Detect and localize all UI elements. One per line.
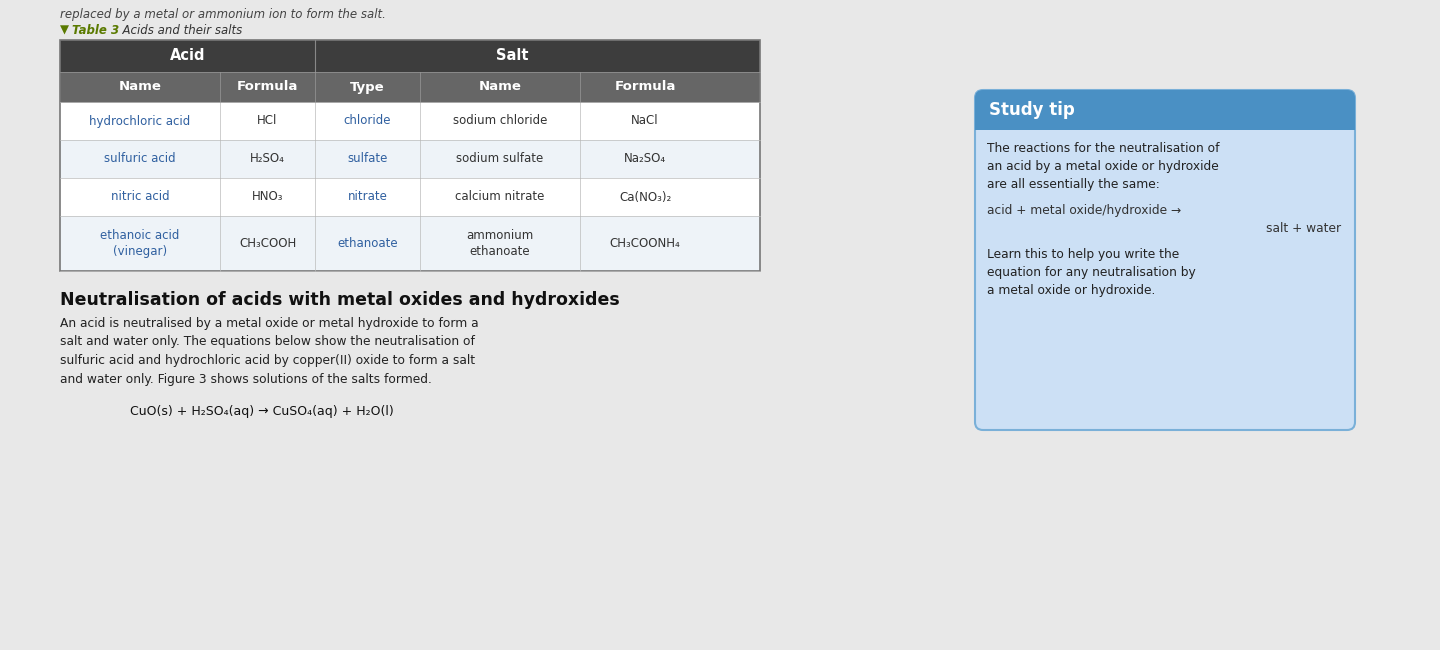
Text: CuO(s) + H₂SO₄(aq) → CuSO₄(aq) + H₂O(l): CuO(s) + H₂SO₄(aq) → CuSO₄(aq) + H₂O(l) [130,405,393,418]
Text: Neutralisation of acids with metal oxides and hydroxides: Neutralisation of acids with metal oxide… [60,291,619,309]
Text: Acids and their salts: Acids and their salts [115,24,242,37]
Text: ethanoate: ethanoate [337,237,397,250]
Text: sodium chloride: sodium chloride [452,114,547,127]
Bar [60,40,760,271]
Text: Acid: Acid [170,49,206,64]
Text: replaced by a metal or ammonium ion to form the salt.: replaced by a metal or ammonium ion to f… [60,8,386,21]
Text: nitric acid: nitric acid [111,190,170,203]
Text: ammonium
ethanoate: ammonium ethanoate [467,229,534,258]
Text: sulfuric acid: sulfuric acid [104,153,176,166]
Bar [60,102,760,140]
Text: Ca(NO₃)₂: Ca(NO₃)₂ [619,190,671,203]
Text: Type: Type [350,81,384,94]
Text: Formula: Formula [236,81,298,94]
Text: HCl: HCl [258,114,278,127]
Text: calcium nitrate: calcium nitrate [455,190,544,203]
Bar [60,72,760,102]
Text: Name: Name [478,81,521,94]
Text: Name: Name [118,81,161,94]
Text: An acid is neutralised by a metal oxide or metal hydroxide to form a
salt and wa: An acid is neutralised by a metal oxide … [60,317,478,385]
Text: HNO₃: HNO₃ [252,190,284,203]
Text: sodium sulfate: sodium sulfate [456,153,544,166]
Text: ▼: ▼ [60,24,69,37]
Text: CH₃COONH₄: CH₃COONH₄ [609,237,680,250]
Text: H₂SO₄: H₂SO₄ [251,153,285,166]
Text: sulfate: sulfate [347,153,387,166]
Text: Table 3: Table 3 [72,24,120,37]
Bar [60,216,760,271]
Text: Learn this to help you write the
equation for any neutralisation by
a metal oxid: Learn this to help you write the equatio… [986,248,1195,297]
Text: salt + water: salt + water [1266,222,1341,235]
FancyBboxPatch shape [975,90,1355,130]
Text: Salt: Salt [497,49,528,64]
Text: Study tip: Study tip [989,101,1074,119]
Bar [60,40,760,72]
Text: ethanoic acid
(vinegar): ethanoic acid (vinegar) [101,229,180,258]
Text: Na₂SO₄: Na₂SO₄ [624,153,667,166]
Bar [60,140,760,178]
Text: CH₃COOH: CH₃COOH [239,237,297,250]
Text: Formula: Formula [615,81,675,94]
Text: NaCl: NaCl [631,114,660,127]
Text: The reactions for the neutralisation of
an acid by a metal oxide or hydroxide
ar: The reactions for the neutralisation of … [986,142,1220,191]
Bar [975,110,1355,130]
Text: nitrate: nitrate [347,190,387,203]
FancyBboxPatch shape [975,90,1355,430]
Text: chloride: chloride [344,114,392,127]
Bar [60,178,760,216]
Text: hydrochloric acid: hydrochloric acid [89,114,190,127]
Text: acid + metal oxide/hydroxide →: acid + metal oxide/hydroxide → [986,204,1181,217]
